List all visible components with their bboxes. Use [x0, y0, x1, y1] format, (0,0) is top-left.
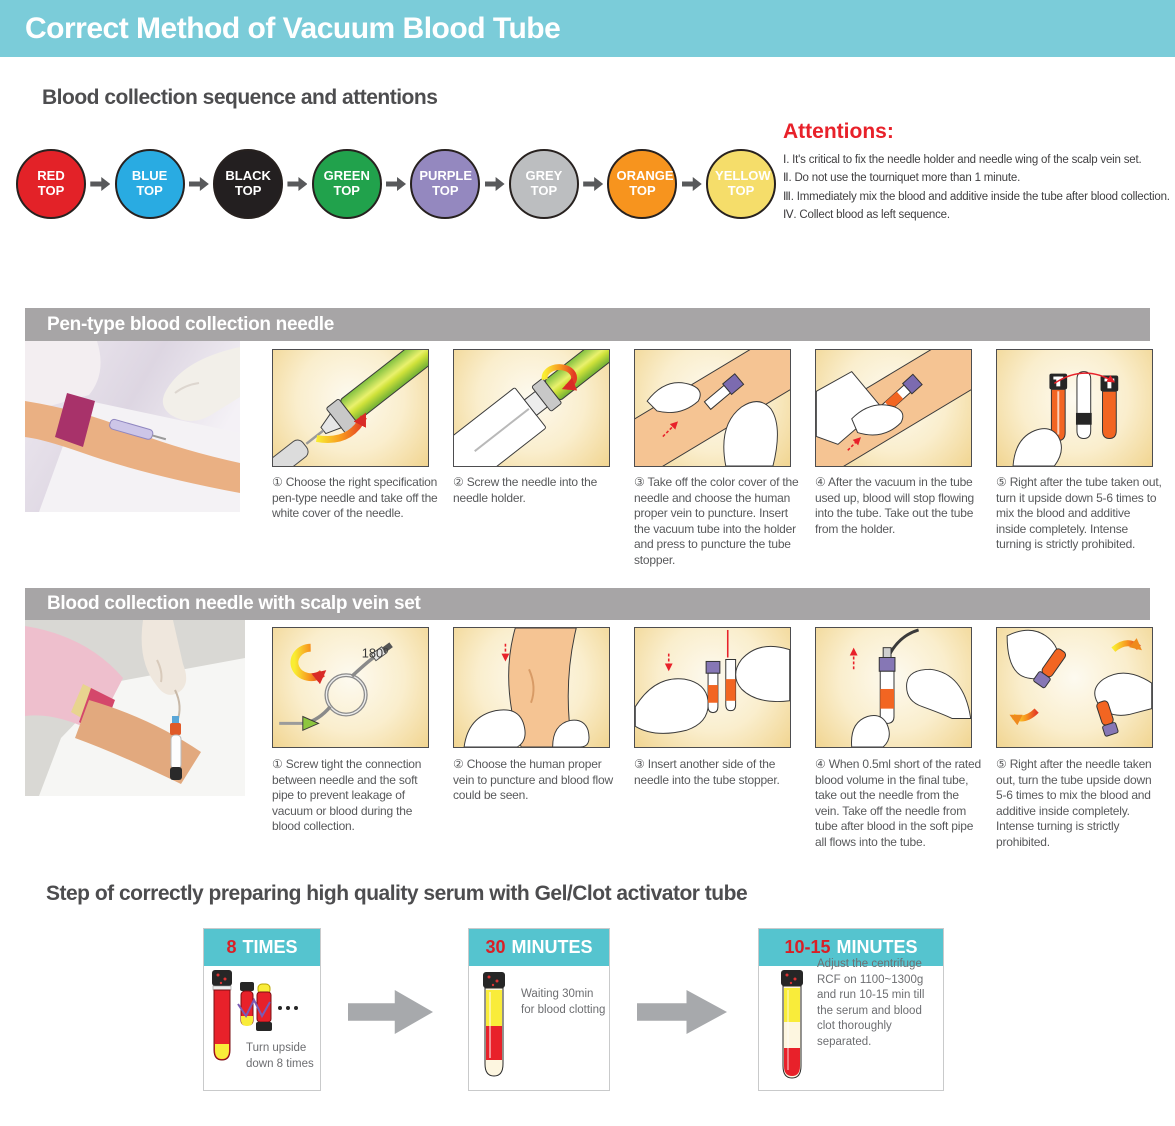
serum-caption: Waiting 30min for blood clotting: [521, 988, 606, 1016]
serum-box-header: 30 MINUTES: [469, 929, 609, 966]
section2-bar: Blood collection needle with scalp vein …: [25, 588, 1150, 620]
sequence-arrow-icon: [185, 177, 214, 191]
illustration-s2-step1: 180⁰: [272, 627, 429, 748]
serum-box-header: 8 TIMES: [204, 929, 320, 966]
tube-label: GREY TOP: [525, 168, 563, 198]
tube-label: PURPLE TOP: [419, 168, 473, 198]
serum-box-8-times: 8 TIMES Turn upside down 8 times: [203, 928, 321, 1091]
tube-circle-yellow: YELLOW TOP: [706, 149, 777, 219]
tube-clotting-icon: [483, 972, 505, 1077]
section1-bar: Pen-type blood collection needle: [25, 308, 1150, 341]
illustration-s2-step4: [815, 627, 972, 748]
flow-arrow-icon: [348, 990, 433, 1034]
attention-item: Ⅳ. Collect blood as left sequence.: [783, 209, 950, 222]
flow-arrow-icon: [637, 990, 727, 1034]
illustration-s2-step3: [634, 627, 791, 748]
tube-circle-black: BLACK TOP: [213, 149, 284, 219]
sequence-heading: Blood collection sequence and attentions: [42, 86, 438, 109]
label-180-degrees: 180⁰: [362, 646, 388, 661]
sequence-arrow-icon: [677, 177, 706, 191]
illustration-s2-step5: [996, 627, 1153, 748]
serum-box-10-15-minutes: 10-15 MINUTES Adjust the centrifuge RCF …: [758, 928, 944, 1091]
page-title: Correct Method of Vacuum Blood Tube: [25, 12, 561, 45]
step-caption: ① Choose the right specification pen-typ…: [272, 475, 438, 521]
tube-separated-icon: [781, 970, 803, 1079]
serum-unit: MINUTES: [836, 937, 918, 957]
serum-heading: Step of correctly preparing high quality…: [46, 882, 748, 905]
serum-caption: Adjust the centrifuge RCF on 1100~1300g …: [817, 958, 925, 1048]
sequence-arrow-icon: [382, 177, 411, 191]
sequence-arrow-icon: [579, 177, 608, 191]
step-caption: ⑤ Right after the needle taken out, turn…: [996, 757, 1152, 849]
tube-label: RED TOP: [37, 168, 65, 198]
attentions-title: Attentions:: [783, 120, 894, 143]
tube-label: ORANGE TOP: [616, 168, 674, 198]
serum-time: 8: [226, 937, 237, 957]
tube-sequence: RED TOP BLUE TOP BLACK TOP GREEN TOP PUR…: [16, 148, 777, 220]
tube-circle-red: RED TOP: [16, 149, 86, 219]
serum-unit: TIMES: [242, 937, 298, 957]
step-caption: ⑤ Right after the tube taken out, turn i…: [996, 475, 1162, 552]
step-caption: ④ After the vacuum in the tube used up, …: [815, 475, 975, 536]
step-caption: ③ Insert another side of the needle into…: [634, 757, 780, 787]
tube-mixing-icon: [212, 970, 298, 1061]
tube-label: BLUE TOP: [131, 168, 168, 198]
sequence-arrow-icon: [86, 177, 115, 191]
attention-item: Ⅰ. It's critical to fix the needle holde…: [783, 154, 1142, 166]
serum-box-header: 10-15 MINUTES: [759, 929, 943, 966]
illustration-s1-step2: [453, 349, 610, 467]
step-caption: ③ Take off the color cover of the needle…: [634, 475, 799, 567]
photo-scalp-vein-collection: [25, 620, 245, 796]
serum-caption: Turn upside down 8 times: [246, 1042, 314, 1070]
tube-circle-grey: GREY TOP: [508, 149, 579, 219]
attention-item: Ⅲ. Immediately mix the blood and additiv…: [783, 190, 1170, 203]
tube-circle-green: GREEN TOP: [311, 149, 382, 219]
illustration-s1-step1: [272, 349, 429, 467]
tube-label: YELLOW TOP: [715, 168, 771, 198]
sequence-arrow-icon: [480, 177, 509, 191]
tube-label: GREEN TOP: [323, 168, 370, 198]
attention-item: Ⅱ. Do not use the tourniquet more than 1…: [783, 172, 1021, 185]
step-caption: ② Choose the human proper vein to punctu…: [453, 757, 613, 803]
top-banner: [0, 0, 1175, 57]
step-caption: ④ When 0.5ml short of the rated blood vo…: [815, 757, 981, 849]
serum-unit: MINUTES: [511, 937, 593, 957]
tube-circle-orange: ORANGE TOP: [607, 149, 678, 219]
serum-time: 10-15: [784, 937, 831, 957]
tube-circle-blue: BLUE TOP: [114, 149, 185, 219]
step-caption: ② Screw the needle into the needle holde…: [453, 475, 598, 505]
illustration-s1-step5: [996, 349, 1153, 467]
illustration-s1-step4: [815, 349, 972, 467]
sequence-arrow-icon: [283, 177, 312, 191]
illustration-s2-step2: [453, 627, 610, 748]
serum-box-30-minutes: 30 MINUTES Waiting 30min for blood clott…: [468, 928, 610, 1091]
step-caption: ① Screw tight the connection between nee…: [272, 757, 422, 834]
tube-circle-purple: PURPLE TOP: [410, 149, 481, 219]
illustration-s1-step3: [634, 349, 791, 467]
serum-time: 30: [485, 937, 506, 957]
attentions-block: Attentions: Ⅰ. It's critical to fix the …: [783, 120, 1175, 225]
photo-pen-type-collection: [25, 341, 240, 512]
tube-label: BLACK TOP: [225, 168, 271, 198]
